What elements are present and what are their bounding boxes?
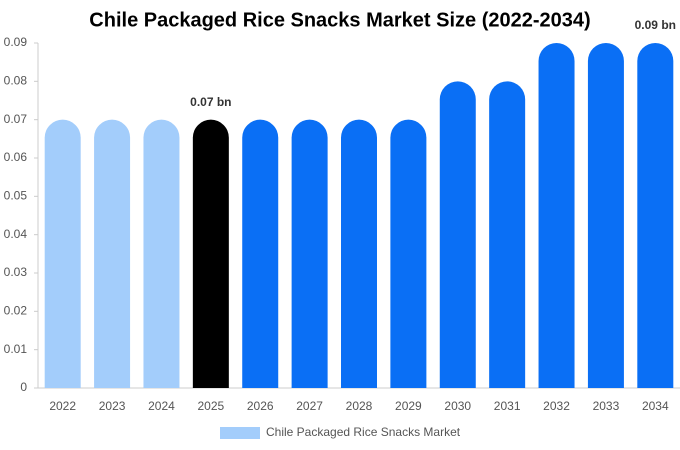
- y-tick-label: 0.04: [4, 227, 28, 241]
- bar: [143, 119, 180, 388]
- y-tick-label: 0.09: [4, 35, 28, 49]
- y-tick-label: 0.08: [4, 74, 28, 88]
- bar: [192, 119, 229, 388]
- bar: [291, 119, 328, 388]
- x-tick-label: 2033: [593, 399, 620, 413]
- value-label: 0.09 bn: [635, 18, 676, 32]
- legend-label: Chile Packaged Rice Snacks Market: [266, 425, 461, 439]
- y-tick-label: 0.01: [4, 342, 28, 356]
- y-tick-label: 0: [20, 380, 27, 394]
- y-tick-label: 0.05: [4, 189, 28, 203]
- bar: [94, 119, 131, 388]
- x-tick-label: 2031: [494, 399, 521, 413]
- bar: [390, 119, 427, 388]
- y-tick-label: 0.07: [4, 112, 28, 126]
- legend-swatch: [220, 427, 260, 439]
- bar: [637, 43, 674, 388]
- bar: [587, 43, 624, 388]
- bar: [538, 43, 575, 388]
- y-tick-label: 0.02: [4, 304, 28, 318]
- bar: [489, 81, 526, 388]
- x-tick-label: 2032: [543, 399, 570, 413]
- x-tick-label: 2028: [346, 399, 373, 413]
- x-tick-label: 2025: [197, 399, 224, 413]
- value-label: 0.07 bn: [190, 95, 231, 109]
- bar: [242, 119, 279, 388]
- x-tick-label: 2030: [444, 399, 471, 413]
- x-tick-label: 2027: [296, 399, 323, 413]
- x-tick-label: 2029: [395, 399, 422, 413]
- bar: [439, 81, 476, 388]
- chart-title: Chile Packaged Rice Snacks Market Size (…: [89, 9, 590, 31]
- x-tick-label: 2026: [247, 399, 274, 413]
- y-tick-label: 0.06: [4, 150, 28, 164]
- bar: [341, 119, 377, 388]
- x-tick-label: 2023: [99, 399, 126, 413]
- y-tick-label: 0.03: [4, 265, 28, 279]
- bar: [44, 119, 81, 388]
- x-tick-label: 2024: [148, 399, 175, 413]
- x-tick-label: 2022: [49, 399, 76, 413]
- x-tick-label: 2034: [642, 399, 669, 413]
